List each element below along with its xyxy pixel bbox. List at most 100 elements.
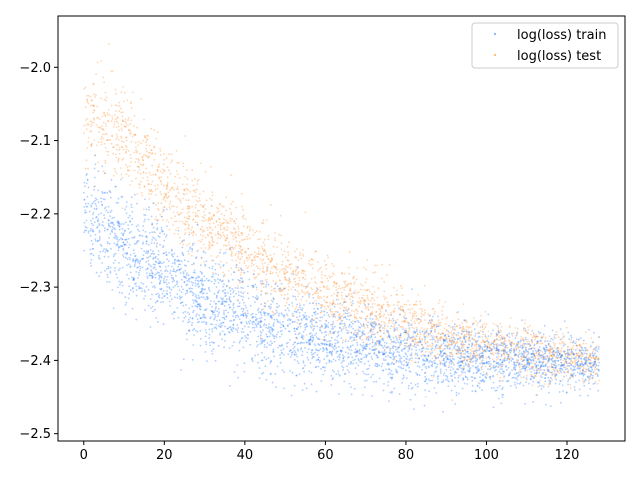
test-point: [455, 311, 458, 314]
test-point: [393, 330, 396, 333]
train-point: [293, 384, 296, 387]
train-point: [153, 237, 156, 240]
test-point: [255, 230, 258, 233]
test-point: [351, 340, 353, 343]
train-point: [248, 278, 251, 281]
test-point: [168, 153, 171, 156]
test-point: [133, 169, 136, 172]
train-point: [115, 201, 118, 204]
train-point: [551, 366, 554, 369]
test-point: [477, 331, 480, 334]
train-point: [468, 333, 470, 335]
test-point: [418, 335, 421, 338]
test-point: [341, 271, 343, 274]
test-point: [207, 228, 209, 231]
test-point: [333, 273, 335, 276]
test-point: [125, 125, 127, 128]
train-point: [294, 320, 296, 323]
test-point: [197, 240, 200, 242]
train-point: [283, 387, 285, 390]
test-point: [135, 157, 138, 160]
test-point: [114, 114, 116, 116]
test-point: [106, 112, 109, 114]
test-point: [554, 351, 557, 354]
test-point: [536, 335, 539, 338]
test-point: [133, 115, 136, 117]
train-point: [274, 287, 276, 290]
train-point: [229, 320, 231, 322]
test-point: [504, 340, 507, 342]
test-point: [190, 229, 193, 231]
test-point: [125, 122, 128, 125]
test-point: [357, 349, 359, 352]
test-point: [531, 368, 534, 370]
test-point: [354, 289, 356, 292]
test-point: [400, 287, 403, 290]
train-point: [415, 346, 417, 349]
test-point: [242, 217, 245, 220]
test-point: [460, 357, 463, 359]
train-point: [523, 359, 526, 361]
train-point: [347, 315, 349, 317]
train-point: [276, 311, 278, 313]
train-point: [278, 312, 281, 315]
test-point: [107, 109, 110, 111]
test-point: [380, 305, 382, 308]
test-point: [314, 250, 317, 253]
test-point: [550, 365, 553, 367]
test-point: [451, 399, 454, 402]
test-point: [134, 133, 137, 136]
train-point: [331, 354, 333, 357]
train-point: [269, 362, 272, 364]
test-point: [269, 260, 272, 263]
test-point: [399, 309, 402, 311]
train-point: [478, 349, 481, 351]
train-point: [270, 344, 272, 347]
train-point: [528, 364, 531, 367]
train-point: [388, 337, 391, 339]
train-point: [354, 348, 357, 351]
test-point: [496, 333, 499, 336]
test-point: [375, 310, 378, 313]
test-point: [155, 244, 158, 246]
train-point: [236, 324, 239, 327]
test-point: [107, 120, 110, 122]
test-point: [551, 379, 554, 381]
test-point: [376, 304, 379, 307]
train-point: [439, 372, 442, 375]
train-point: [90, 258, 93, 261]
train-point: [125, 205, 128, 208]
test-point: [495, 324, 498, 326]
train-point: [141, 235, 144, 238]
test-point: [306, 290, 309, 293]
test-point: [459, 336, 462, 338]
train-point: [117, 249, 120, 252]
test-point: [133, 134, 135, 136]
test-point: [514, 327, 517, 329]
train-point: [209, 344, 212, 347]
test-point: [281, 288, 284, 291]
train-point: [114, 232, 116, 235]
train-point: [422, 359, 425, 362]
test-point: [411, 307, 414, 310]
test-point: [411, 312, 414, 315]
test-point: [159, 180, 162, 182]
train-point: [582, 363, 584, 366]
test-point: [85, 119, 87, 121]
train-point: [231, 308, 234, 311]
train-point: [535, 394, 538, 396]
test-point: [95, 124, 98, 126]
test-point: [104, 91, 107, 94]
train-point: [198, 302, 201, 305]
train-point: [131, 217, 134, 220]
train-point: [371, 338, 374, 341]
train-point: [520, 339, 522, 342]
test-point: [204, 218, 207, 221]
test-point: [210, 204, 213, 207]
test-point: [597, 336, 600, 338]
test-point: [120, 123, 123, 126]
train-point: [543, 324, 546, 327]
train-point: [532, 400, 535, 403]
test-point: [181, 221, 184, 223]
train-point: [500, 372, 502, 375]
